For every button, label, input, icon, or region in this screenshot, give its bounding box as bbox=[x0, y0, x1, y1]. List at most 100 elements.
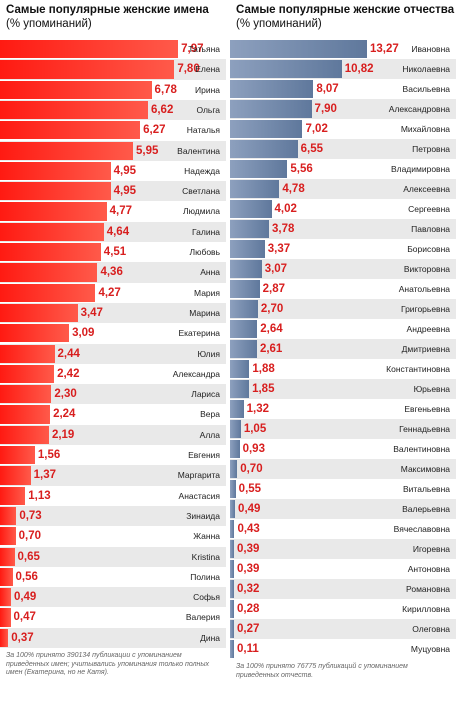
bar-row: 7,80 Елена bbox=[0, 59, 226, 80]
patronymics-subtitle-text: (% упоминаний) bbox=[236, 18, 322, 30]
category-label: Маргарита bbox=[177, 470, 220, 481]
bar-value-label: 1,85 bbox=[252, 383, 275, 395]
bar-row: 4,64 Галина bbox=[0, 221, 226, 242]
category-label: Игоревна bbox=[412, 544, 450, 554]
category-label: Алла bbox=[199, 429, 220, 440]
bar-value-label: 0,55 bbox=[238, 483, 262, 495]
bar-value-label: 0,93 bbox=[242, 443, 265, 455]
category-label: Васильевна bbox=[402, 84, 450, 94]
bar-row: 4,95 Надежда bbox=[0, 161, 226, 181]
bar-row: 5,95 Валентина bbox=[0, 140, 226, 161]
bar bbox=[230, 480, 236, 499]
bar-value-label: 3,09 bbox=[72, 327, 95, 340]
bar-value-label: 7,90 bbox=[314, 103, 337, 115]
bar-row: 3,07 Викторовна bbox=[230, 259, 456, 280]
category-label: Олеговна bbox=[412, 624, 450, 634]
bar bbox=[0, 222, 104, 241]
bar-row: 3,78 Павловна bbox=[230, 219, 456, 240]
category-label: Николаевна bbox=[402, 64, 450, 74]
bar bbox=[230, 420, 241, 439]
bar-value-label: 10,82 bbox=[344, 63, 374, 75]
category-label: Дмитриевна bbox=[401, 344, 450, 354]
bar bbox=[230, 520, 235, 539]
bar-row: 1,56 Евгения bbox=[0, 445, 226, 465]
bar bbox=[0, 344, 55, 363]
category-label: Людмила bbox=[182, 206, 220, 217]
category-label: Зинаида bbox=[186, 510, 220, 521]
bar-value-label: 2,24 bbox=[53, 408, 76, 421]
category-label: Полина bbox=[190, 571, 220, 582]
bar bbox=[0, 161, 111, 181]
bar bbox=[0, 425, 49, 444]
bar bbox=[230, 320, 258, 339]
panel-divider bbox=[228, 0, 230, 723]
bar-row: 1,05 Геннадьевна bbox=[230, 419, 456, 440]
bar-row: 10,82 Николаевна bbox=[230, 59, 456, 80]
bar-value-label: 7,97 bbox=[181, 43, 204, 55]
bar-value-label: 8,07 bbox=[316, 83, 339, 95]
category-label: Марина bbox=[189, 307, 220, 318]
bar bbox=[230, 580, 234, 599]
bar bbox=[230, 80, 314, 99]
bar bbox=[0, 486, 26, 505]
bar-value-label: 4,36 bbox=[100, 266, 123, 279]
category-label: Валерьевна bbox=[402, 504, 450, 514]
category-label: Наталья bbox=[186, 125, 220, 136]
bar-value-label: 2,61 bbox=[259, 343, 283, 355]
bar-value-label: 3,47 bbox=[80, 306, 103, 319]
bar-value-label: 4,95 bbox=[113, 185, 137, 198]
category-label: Жанна bbox=[193, 531, 220, 542]
patronymics-title-text: Самые популярные женские отчества bbox=[236, 4, 455, 16]
category-label: Ольга bbox=[196, 104, 220, 115]
bar bbox=[0, 80, 152, 99]
bar-value-label: 6,62 bbox=[150, 103, 174, 116]
category-label: Мария bbox=[194, 287, 220, 298]
bar-value-label: 2,42 bbox=[57, 367, 80, 380]
category-label: Витальевна bbox=[403, 484, 450, 494]
patronymics-chart: Самые популярные женские отчества (% упо… bbox=[230, 0, 458, 723]
bar-value-label: 4,77 bbox=[109, 205, 132, 218]
bar bbox=[230, 340, 257, 359]
bar-value-label: 3,78 bbox=[272, 223, 295, 235]
category-label: Борисовна bbox=[407, 244, 450, 254]
bar bbox=[0, 243, 101, 262]
category-label: Юлия bbox=[197, 348, 220, 359]
category-label: Елена bbox=[195, 64, 220, 75]
bar-row: 1,13 Анастасия bbox=[0, 486, 226, 506]
bar-row: 0,49 Валерьевна bbox=[230, 499, 456, 520]
bar-value-label: 1,37 bbox=[33, 469, 56, 482]
bar bbox=[230, 380, 250, 399]
category-label: Викторовна bbox=[403, 264, 450, 274]
bar bbox=[0, 446, 35, 465]
bar-row: 2,87 Анатольевна bbox=[230, 279, 456, 299]
bar-row: 0,28 Кирилловна bbox=[230, 599, 456, 619]
bar-row: 2,19 Алла bbox=[0, 424, 226, 445]
bar-row: 7,90 Александровна bbox=[230, 99, 456, 120]
bar bbox=[230, 500, 236, 519]
bar-row: 3,37 Борисовна bbox=[230, 239, 456, 259]
bar-row: 0,39 Антоновна bbox=[230, 559, 456, 579]
category-label: Ирина bbox=[194, 84, 220, 95]
names-chart-title: Самые популярные женские имена (% упомин… bbox=[6, 3, 228, 31]
category-label: Валентиновна bbox=[393, 444, 450, 454]
category-label: Вера bbox=[200, 409, 220, 420]
bar-row: 6,78 Ирина bbox=[0, 80, 226, 100]
bar bbox=[230, 40, 367, 59]
bar-row: 0,56 Полина bbox=[0, 567, 226, 587]
category-label: Андреевна bbox=[406, 324, 450, 334]
bar bbox=[0, 567, 13, 587]
names-chart: Самые популярные женские имена (% упомин… bbox=[0, 0, 228, 723]
bar-value-label: 7,80 bbox=[177, 63, 200, 76]
bar bbox=[230, 560, 235, 579]
category-label: Григорьевна bbox=[400, 304, 450, 314]
bar bbox=[0, 121, 141, 140]
bar-value-label: 6,55 bbox=[300, 143, 323, 155]
bar-value-label: 0,47 bbox=[13, 611, 36, 624]
bar-row: 4,51 Любовь bbox=[0, 242, 226, 262]
bar bbox=[0, 303, 78, 323]
bar-row: 8,07 Васильевна bbox=[230, 79, 456, 99]
bar-value-label: 0,28 bbox=[237, 603, 260, 615]
bar bbox=[0, 405, 51, 424]
bar-value-label: 0,27 bbox=[237, 623, 260, 635]
bar bbox=[230, 180, 280, 199]
